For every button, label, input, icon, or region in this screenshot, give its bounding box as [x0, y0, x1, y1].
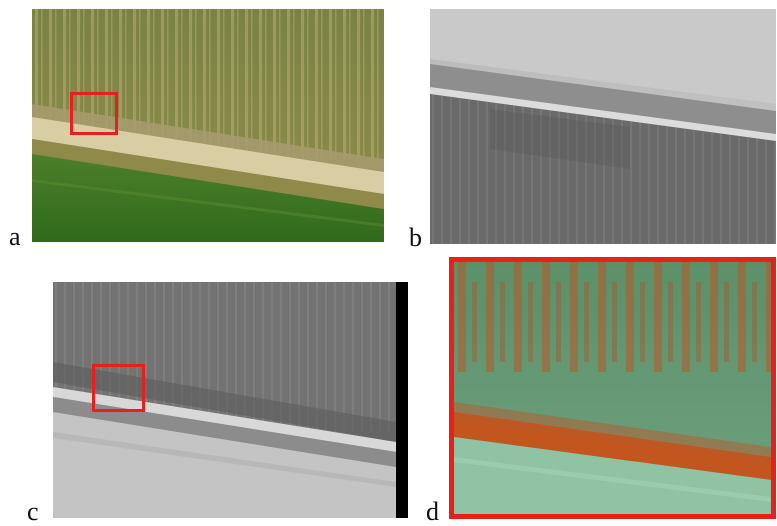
panel-d-label: d [426, 497, 439, 526]
panel-b-label: b [409, 223, 422, 252]
panel-a-highlight-box [70, 92, 118, 135]
panel-d-image [449, 257, 776, 519]
panel-c-highlight-box [92, 364, 145, 412]
panel-a-label: a [9, 222, 21, 251]
panel-c-label: c [27, 497, 39, 526]
panel-a-image [32, 9, 384, 242]
panel-c-image [53, 282, 408, 518]
panel-b-image [430, 9, 776, 244]
